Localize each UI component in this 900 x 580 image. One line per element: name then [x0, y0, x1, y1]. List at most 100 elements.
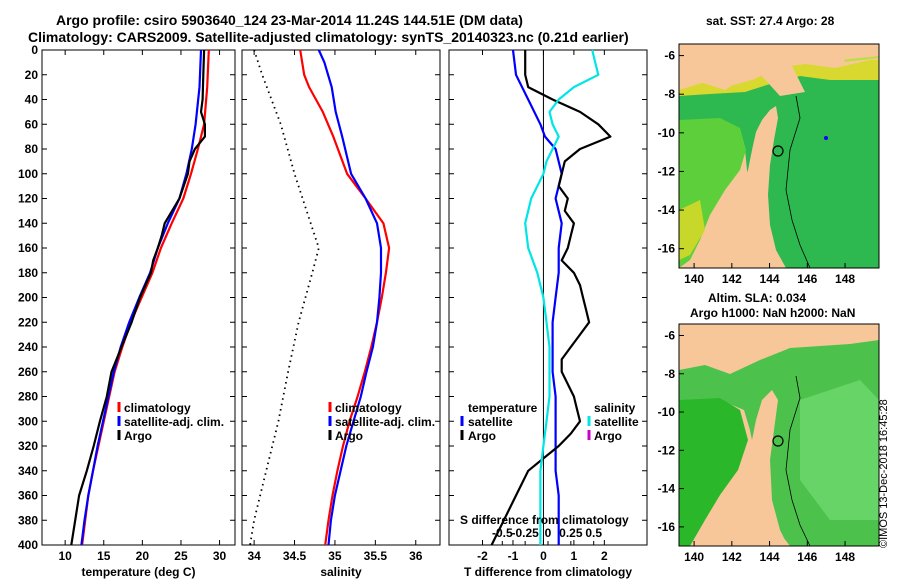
y-tick-label: 100	[18, 167, 38, 181]
lon-tick-label: 140	[684, 272, 704, 286]
y-tick-label: 320	[18, 439, 38, 453]
sla-map	[678, 323, 880, 547]
secondary-axis-title: S difference from climatology	[460, 513, 629, 527]
x-tick-label: 34.5	[283, 549, 307, 563]
lon-tick-label: 140	[684, 550, 704, 564]
series-line-satellite-adj-clim-	[317, 49, 383, 546]
legend-label-satellite: satellite-adj. clim.	[124, 415, 224, 429]
sla-map-title: Altim. SLA: 0.034	[708, 291, 807, 305]
x-tick-label: 0	[540, 549, 547, 563]
series-line-argo	[249, 49, 320, 546]
chart-title-line1: Argo profile: csiro 5903640_124 23-Mar-2…	[56, 12, 523, 28]
y-tick-label: 0	[31, 43, 38, 57]
x-axis-label: temperature (deg C)	[81, 565, 195, 579]
x-tick-label: 20	[136, 549, 150, 563]
x-tick-label: 35	[328, 549, 342, 563]
secondary-tick-label: -0.5	[492, 526, 513, 540]
x-tick-label: 25	[174, 549, 188, 563]
x-tick-label: 30	[213, 549, 227, 563]
legend-heading-salinity: salinity	[594, 401, 636, 415]
y-tick-label: 260	[18, 365, 38, 379]
lat-tick-label: -10	[658, 126, 676, 140]
x-tick-label: -1	[508, 549, 519, 563]
legend-label-argo: Argo	[124, 429, 152, 443]
lon-tick-label: 146	[797, 550, 817, 564]
lon-tick-label: 144	[760, 550, 780, 564]
lat-tick-label: -12	[658, 443, 676, 457]
lat-tick-label: -8	[664, 87, 675, 101]
secondary-tick-label: 0	[545, 526, 552, 540]
x-tick-label: 36	[409, 549, 423, 563]
lat-tick-label: -16	[658, 242, 676, 256]
difference-profile-frame	[448, 49, 648, 546]
y-tick-label: 400	[18, 538, 38, 552]
y-tick-label: 380	[18, 513, 38, 527]
lat-tick-label: -14	[658, 203, 676, 217]
lat-tick-label: -12	[658, 164, 676, 178]
lon-tick-label: 142	[722, 550, 742, 564]
lat-tick-label: -16	[658, 520, 676, 534]
legend-label-t-argo: Argo	[468, 429, 496, 443]
isobath-line	[785, 375, 811, 546]
gulf-sla-area	[679, 398, 748, 546]
series-line-t-argo	[490, 50, 612, 546]
y-tick-label: 220	[18, 315, 38, 329]
y-tick-label: 200	[18, 291, 38, 305]
y-tick-label: 120	[18, 192, 38, 206]
legend-heading-temperature: temperature	[468, 401, 538, 415]
x-axis-label: T difference from climatology	[464, 565, 632, 579]
cape-york-land	[722, 390, 788, 546]
legend-label-satellite: satellite-adj. clim.	[335, 415, 435, 429]
legend-label-climatology: climatology	[335, 401, 402, 415]
secondary-tick-label: -0.25	[511, 526, 539, 540]
secondary-tick-label: 0.25	[559, 526, 583, 540]
series-line-climatology	[81, 49, 210, 546]
y-tick-label: 360	[18, 489, 38, 503]
sst-map	[678, 43, 880, 269]
gulf-warm-patch	[679, 200, 705, 260]
series-line-satellite-adj-clim-	[80, 49, 203, 546]
lat-tick-label: -10	[658, 405, 676, 419]
x-tick-label: 15	[97, 549, 111, 563]
x-tick-label: 2	[601, 549, 608, 563]
cold-pixel	[824, 136, 828, 140]
y-tick-label: 40	[25, 93, 39, 107]
y-tick-label: 60	[25, 117, 39, 131]
torres-land	[760, 62, 805, 96]
x-axis-label: salinity	[320, 565, 362, 579]
y-tick-label: 20	[25, 68, 39, 82]
y-tick-label: 180	[18, 266, 38, 280]
y-tick-label: 80	[25, 142, 39, 156]
lon-tick-label: 144	[760, 272, 780, 286]
series-line-t-satellite	[511, 49, 563, 545]
x-tick-label: 35.5	[364, 549, 388, 563]
sla-map-subtitle: Argo h1000: NaN h2000: NaN	[690, 306, 856, 320]
lon-tick-label: 148	[835, 272, 855, 286]
legend-label-t-satellite: satellite	[468, 415, 513, 429]
legend-label-s-satellite: satellite	[594, 415, 639, 429]
y-tick-label: 340	[18, 464, 38, 478]
lat-tick-label: -6	[664, 328, 675, 342]
series-line-s-satellite	[524, 49, 600, 545]
x-tick-label: 10	[58, 549, 72, 563]
x-tick-label: 1	[571, 549, 578, 563]
sst-map-title: sat. SST: 27.4 Argo: 28	[706, 14, 835, 28]
lat-tick-label: -14	[658, 482, 676, 496]
new-guinea-land	[679, 324, 879, 370]
isobath-line	[785, 95, 811, 268]
temperature-legend: climatology satellite-adj. clim. Argo	[117, 401, 224, 443]
series-line-argo	[70, 49, 206, 546]
cape-york-land	[725, 106, 786, 268]
difference-legend: temperature satellite Argo salinity sate…	[460, 401, 639, 527]
legend-label-climatology: climatology	[124, 401, 191, 415]
y-tick-label: 280	[18, 390, 38, 404]
legend-label-argo: Argo	[335, 429, 363, 443]
lon-tick-label: 142	[722, 272, 742, 286]
chart-title-line2: Climatology: CARS2009. Satellite-adjuste…	[28, 29, 629, 45]
x-tick-label: 34	[247, 549, 261, 563]
y-tick-label: 300	[18, 414, 38, 428]
salinity-legend: climatology satellite-adj. clim. Argo	[328, 401, 435, 443]
series-line-climatology	[299, 49, 391, 546]
secondary-tick-label: 0.5	[585, 526, 602, 540]
